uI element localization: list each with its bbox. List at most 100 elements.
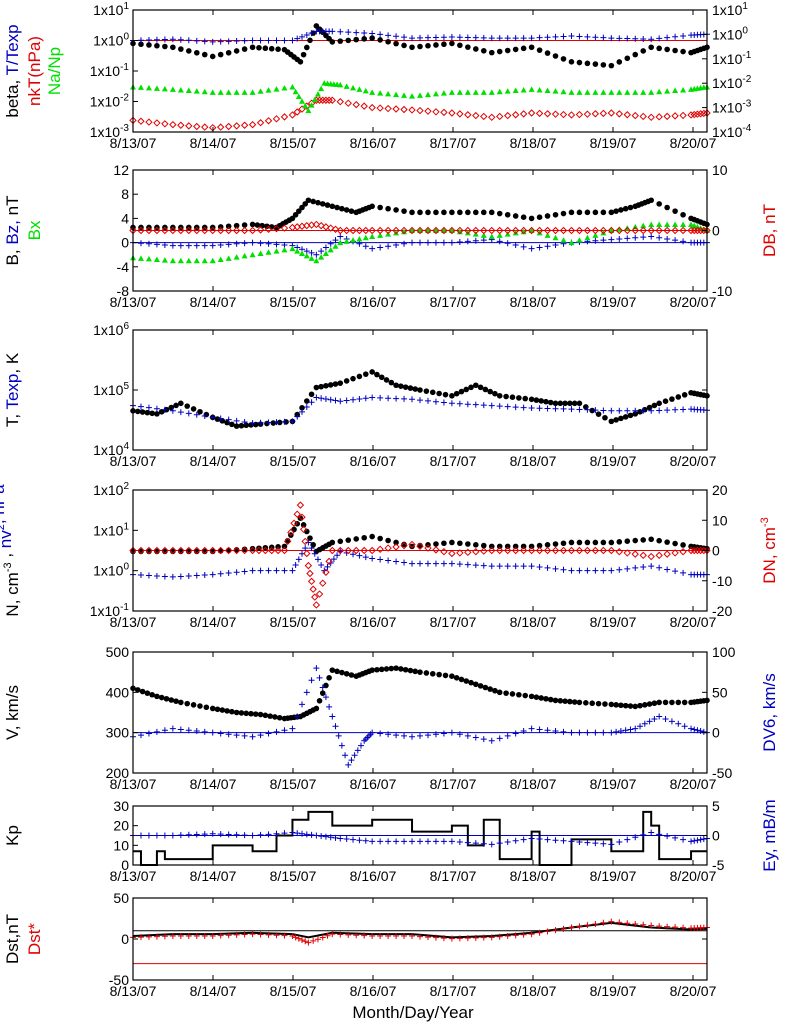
point-V	[334, 668, 340, 675]
point-Na/Np	[292, 88, 299, 95]
point-beta	[584, 60, 591, 67]
point-DB	[312, 220, 321, 229]
point-Bx	[201, 257, 208, 264]
point-DN	[304, 561, 313, 570]
x-tick-label: 8/17/07	[430, 614, 477, 630]
point-nv2	[241, 568, 248, 575]
y-tick-label-left: 1x105	[93, 381, 129, 398]
point-T	[576, 400, 583, 407]
point-DN	[232, 546, 241, 555]
point-Texp	[472, 401, 479, 408]
series-V	[130, 665, 710, 722]
point-Bx	[536, 229, 543, 236]
point-V	[557, 698, 564, 704]
x-tick-label: 8/19/07	[590, 453, 637, 469]
point-DV6	[265, 730, 272, 737]
point-DB	[511, 226, 520, 235]
point-nkT	[440, 108, 448, 117]
point-Ey	[624, 836, 631, 843]
point-Texp	[209, 414, 216, 421]
point-Dst*	[448, 935, 455, 942]
point-T	[398, 383, 404, 389]
point-Dst*	[456, 935, 463, 942]
point-T	[503, 393, 509, 400]
point-DB	[591, 226, 600, 235]
point-beta	[624, 55, 631, 62]
point-T	[383, 377, 390, 383]
point-Bz	[313, 251, 320, 258]
point-nkT	[690, 110, 698, 119]
point-T/Texp	[241, 37, 248, 44]
point-N	[162, 548, 168, 555]
point-Dst*	[680, 924, 687, 931]
point-Bz	[544, 243, 551, 250]
point-beta	[560, 56, 567, 62]
point-Ey	[536, 836, 543, 843]
point-DN	[559, 546, 568, 555]
point-DN	[311, 593, 319, 601]
point-Na/Np	[624, 89, 631, 95]
point-DN	[153, 546, 161, 555]
point-DB	[240, 226, 249, 235]
point-DB	[496, 226, 504, 235]
point-DN	[376, 545, 384, 553]
point-Dst*	[576, 923, 583, 930]
point-T/Texp	[161, 36, 168, 43]
point-Na/Np	[424, 91, 431, 98]
point-B	[441, 209, 447, 216]
point-T/Texp	[544, 34, 551, 41]
y-tick-label-left: 1x10-1	[90, 62, 130, 79]
y-tick-label-left: 200	[106, 765, 130, 781]
point-DN	[309, 585, 317, 593]
point-DN	[268, 546, 276, 555]
point-V	[257, 711, 264, 718]
point-Na/Np	[600, 89, 607, 95]
point-Ey	[153, 832, 160, 839]
point-N	[441, 540, 447, 547]
point-V	[642, 702, 648, 708]
point-Bx	[480, 232, 487, 238]
point-V	[436, 671, 442, 678]
point-DV6	[377, 730, 384, 737]
point-Ey	[177, 832, 184, 839]
point-DB	[687, 226, 695, 235]
point-Texp	[294, 413, 301, 420]
point-nv2	[311, 550, 318, 557]
point-nkT	[700, 109, 708, 118]
point-T/Texp	[672, 33, 679, 40]
point-Ey	[265, 831, 272, 838]
point-DB	[472, 226, 480, 235]
point-nkT	[248, 120, 257, 129]
point-Bz	[440, 239, 447, 246]
point-V	[442, 672, 449, 679]
point-nkT	[432, 108, 440, 116]
point-Texp	[177, 409, 184, 416]
point-V	[458, 676, 465, 683]
point-Na/Np	[169, 86, 176, 92]
point-Dst*	[672, 924, 679, 931]
point-T/Texp	[472, 34, 479, 41]
point-DB	[193, 226, 201, 235]
point-Dst*	[289, 933, 296, 940]
point-T	[149, 410, 155, 417]
point-T	[595, 411, 602, 417]
point-Ey	[417, 838, 423, 845]
point-DV6	[281, 727, 288, 734]
point-DB	[424, 226, 432, 235]
point-V	[374, 666, 380, 673]
point-Bz	[640, 234, 647, 241]
point-T	[567, 400, 573, 407]
point-nv2	[432, 560, 439, 567]
x-tick-label: 8/17/07	[430, 868, 477, 884]
point-Bx	[488, 233, 495, 240]
point-T/Texp	[289, 37, 296, 44]
point-Texp	[552, 405, 559, 412]
point-DV6	[552, 728, 559, 735]
point-Dst*	[432, 934, 439, 941]
point-nv2	[292, 562, 299, 569]
point-beta	[664, 46, 670, 53]
point-Bz	[512, 242, 519, 249]
point-Dst*	[257, 931, 264, 938]
point-DB	[464, 226, 472, 235]
point-T/Texp	[656, 35, 663, 42]
